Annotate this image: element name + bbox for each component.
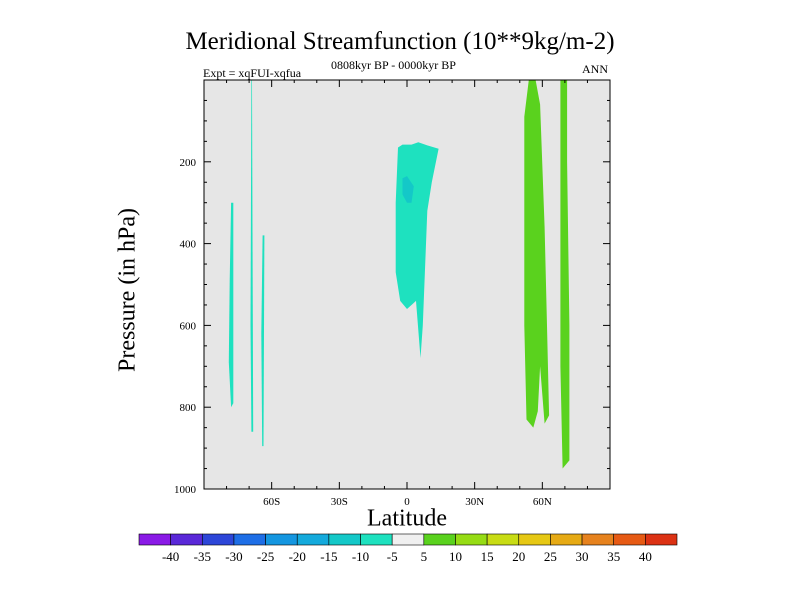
- colorbar-label: 10: [449, 549, 462, 564]
- colorbar-swatch: [423, 533, 456, 546]
- colorbar-swatch: [360, 533, 393, 546]
- chart-title: Meridional Streamfunction (10**9kg/m-2): [185, 28, 615, 55]
- y-tick-label: 200: [180, 157, 197, 169]
- colorbar-swatch: [581, 533, 615, 546]
- y-tick-label: 600: [180, 320, 197, 332]
- region-sh-band-3: [261, 235, 265, 447]
- colorbar-swatch: [201, 533, 235, 546]
- colorbar-label: -20: [289, 549, 306, 564]
- colorbar-label: 5: [421, 549, 428, 564]
- colorbar-swatch: [455, 533, 488, 546]
- colorbar-swatch: [265, 533, 298, 546]
- region-nh-band-2: [560, 80, 570, 469]
- colorbar-swatch: [645, 533, 678, 546]
- experiment-label: Expt = xqFUI-xqfua: [203, 66, 302, 80]
- colorbar-label: -30: [225, 549, 242, 564]
- colorbar-swatch: [233, 533, 266, 546]
- colorbar-swatch: [296, 533, 330, 546]
- colorbar-swatch: [138, 533, 171, 546]
- colorbar-label: -10: [352, 549, 369, 564]
- colorbar-label: 30: [576, 549, 589, 564]
- colorbar-swatch: [550, 533, 583, 546]
- colorbar-swatch: [391, 533, 425, 546]
- colorbar-label: 35: [607, 549, 620, 564]
- colorbar-label: 40: [639, 549, 652, 564]
- colorbar-label: -35: [194, 549, 211, 564]
- colorbar-label: -40: [162, 549, 179, 564]
- region-nh-band-1: [524, 80, 550, 428]
- colorbar: -40 -35 -30 -25 -20 -15 -10 -5 5 10 15 20 25 30 35 40: [138, 533, 678, 564]
- contour-regions: [228, 80, 570, 469]
- colorbar-label: -5: [387, 549, 398, 564]
- colorbar-swatch: [518, 533, 551, 546]
- region-tropical-core: [402, 176, 414, 203]
- region-sh-band-2: [250, 80, 254, 432]
- colorbar-swatch: [486, 533, 520, 546]
- region-sh-band-1: [228, 202, 234, 408]
- y-tick-label: 400: [180, 239, 197, 251]
- axis-ticks: 60S 30S 0 30N 60N 200 400 600 800 1000: [174, 80, 611, 508]
- colorbar-swatch: [613, 533, 646, 546]
- colorbar-swatch: [328, 533, 361, 546]
- x-axis-title: Latitude: [367, 505, 447, 532]
- colorbar-swatch: [170, 533, 203, 546]
- colorbar-label: 25: [544, 549, 557, 564]
- x-tick-label: 30N: [465, 496, 484, 508]
- x-tick-label: 60N: [533, 496, 552, 508]
- colorbar-label: -25: [257, 549, 274, 564]
- x-tick-label: 30S: [331, 496, 348, 508]
- colorbar-label: 20: [512, 549, 525, 564]
- x-tick-label: 0: [404, 496, 410, 508]
- colorbar-label: 15: [481, 549, 494, 564]
- x-tick-label: 60S: [263, 496, 280, 508]
- y-tick-label: 800: [180, 402, 197, 414]
- colorbar-label: -15: [320, 549, 337, 564]
- period-label: 0808kyr BP - 0000kyr BP: [331, 58, 456, 72]
- season-label: ANN: [582, 62, 608, 76]
- y-tick-label: 1000: [174, 484, 197, 496]
